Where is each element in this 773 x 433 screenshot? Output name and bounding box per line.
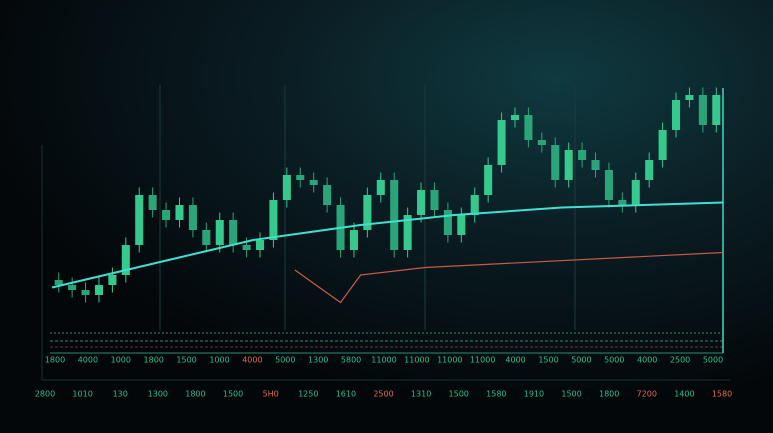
candle-body (390, 180, 399, 250)
x-tick-label: 1500 (449, 390, 469, 399)
x-tick-label: 2500 (670, 356, 690, 365)
candle-body (564, 150, 573, 180)
candle-body (309, 180, 318, 185)
x-tick-label: 11000 (437, 356, 462, 365)
candle-body (282, 175, 291, 200)
candle-body (363, 195, 372, 230)
x-tick-label: 4000 (637, 356, 657, 365)
candle-body (81, 290, 90, 295)
candle-body (417, 190, 426, 215)
x-tick-label: 1300 (148, 390, 168, 399)
x-tick-label: 1580 (712, 390, 732, 399)
x-tick-label: 5800 (341, 356, 361, 365)
candle-body (551, 145, 560, 180)
x-tick-label: 5000 (275, 356, 295, 365)
candle-body (443, 210, 452, 235)
x-tick-label: 1500 (223, 390, 243, 399)
x-tick-label: 1800 (144, 356, 164, 365)
x-tick-label: 1500 (538, 356, 558, 365)
candle-body (672, 100, 681, 130)
x-tick-label: 2500 (373, 390, 393, 399)
bottom-rules (41, 145, 730, 381)
candle-body (121, 245, 130, 275)
x-tick-label: 2800 (35, 390, 55, 399)
candle-body (68, 285, 77, 290)
x-tick-label: 4000 (505, 356, 525, 365)
x-tick-label: 4000 (78, 356, 98, 365)
x-tick-label: 1310 (411, 390, 431, 399)
candle-body (712, 95, 721, 125)
candle-body (578, 150, 587, 160)
candle-body (148, 195, 157, 210)
x-tick-label: 5000 (571, 356, 591, 365)
candle-body (591, 160, 600, 170)
candle-body (376, 180, 385, 195)
x-tick-label: 1800 (599, 390, 619, 399)
candle-body (457, 215, 466, 235)
candle-body (162, 210, 171, 220)
candle-body (618, 200, 627, 205)
candle-body (658, 130, 667, 160)
x-tick-label: 1910 (524, 390, 544, 399)
x-tick-label: 1250 (298, 390, 318, 399)
candle-body (430, 190, 439, 210)
x-tick-label: 1610 (336, 390, 356, 399)
candle-body (94, 285, 103, 295)
candle-body (685, 95, 694, 100)
x-tick-label: 11000 (371, 356, 396, 365)
candle-body (484, 165, 493, 195)
x-tick-label: 5000 (703, 356, 723, 365)
x-tick-label: 11000 (404, 356, 429, 365)
candle-body (296, 175, 305, 180)
indicator-line (51, 201, 724, 289)
candle-body (188, 205, 197, 230)
x-tick-label: 5H0 (263, 390, 279, 399)
x-tick-label: 1300 (308, 356, 328, 365)
candle-body (470, 195, 479, 215)
x-tick-label: 1800 (185, 390, 205, 399)
x-tick-label: 1000 (111, 356, 131, 365)
x-tick-label: 1500 (561, 390, 581, 399)
x-tick-label: 1000 (209, 356, 229, 365)
indicator-line (294, 251, 724, 304)
candle-body (54, 280, 63, 285)
x-tick-label: 4000 (242, 356, 262, 365)
candle-body (242, 245, 251, 250)
candle-body (229, 220, 238, 245)
candle-body (255, 240, 265, 250)
candle-body (403, 215, 412, 250)
candle-body (135, 195, 144, 245)
candle-body (269, 200, 278, 240)
candle-body (537, 140, 546, 145)
candle-body (510, 115, 520, 120)
x-tick-label: 1580 (486, 390, 506, 399)
candle-body (323, 185, 332, 205)
candle-body (698, 95, 707, 125)
candle-body (175, 205, 184, 220)
x-tick-label: 1500 (176, 356, 196, 365)
candle-body (108, 275, 117, 285)
x-tick-label: 5000 (604, 356, 624, 365)
candle-body (349, 230, 358, 250)
x-tick-label: 1010 (72, 390, 92, 399)
x-tick-label: 11000 (470, 356, 495, 365)
x-tick-label: 1800 (45, 356, 65, 365)
x-tick-label: 1400 (674, 390, 694, 399)
candle-body (497, 120, 506, 165)
x-tick-label: 7200 (637, 390, 657, 399)
candle-body (215, 220, 224, 245)
candle-body (202, 230, 211, 245)
candle-body (645, 160, 654, 180)
candle-body (604, 170, 613, 200)
x-tick-label: 130 (113, 390, 128, 399)
candle-body (524, 115, 533, 140)
candle-body (631, 180, 640, 205)
